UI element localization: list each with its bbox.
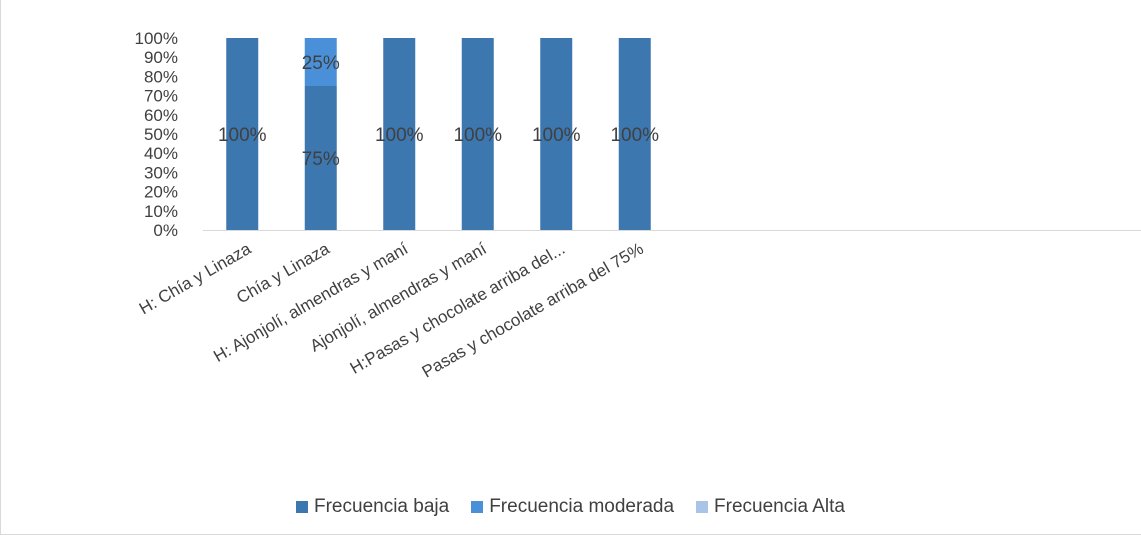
bar-segment [304, 86, 337, 230]
y-tick-label: 50% [144, 125, 178, 144]
legend-swatch-alta [696, 501, 709, 513]
legend-swatch-moderada [471, 501, 484, 513]
y-tick-label: 70% [144, 87, 178, 106]
bar-segment [540, 38, 573, 230]
data-label: 25% [302, 53, 340, 74]
bar-segment [618, 38, 651, 230]
legend-item-moderada: Frecuencia moderada [471, 496, 674, 518]
data-label: 100% [375, 125, 424, 146]
y-tick-label: 20% [144, 183, 178, 202]
bar-segment [383, 38, 416, 230]
legend-label-baja: Frecuencia baja [314, 496, 450, 517]
y-tick-label: 30% [144, 163, 178, 182]
bar-segment [226, 38, 259, 230]
legend-label-alta: Frecuencia Alta [714, 496, 845, 517]
data-label: 100% [453, 125, 502, 146]
bar-segment [304, 38, 337, 86]
legend-item-baja: Frecuencia baja [296, 496, 449, 518]
y-tick-label: 0% [153, 221, 178, 240]
data-label: 100% [532, 125, 581, 146]
y-tick-label: 10% [144, 202, 178, 221]
y-tick-label: 60% [144, 106, 178, 125]
y-tick-label: 90% [144, 48, 178, 67]
data-label: 100% [218, 125, 267, 146]
legend: Frecuencia baja Frecuencia moderada Frec… [0, 496, 1141, 518]
y-tick-label: 80% [144, 67, 178, 86]
data-label: 75% [302, 149, 340, 170]
bar-segment [461, 38, 494, 230]
legend-swatch-baja [296, 501, 308, 513]
x-tick-label: H: Chía y Linaza [136, 239, 255, 319]
data-label: 100% [610, 125, 659, 146]
y-tick-label: 100% [135, 29, 178, 48]
legend-label-moderada: Frecuencia moderada [489, 496, 675, 517]
y-tick-label: 40% [144, 144, 178, 163]
legend-item-alta: Frecuencia Alta [696, 496, 845, 518]
